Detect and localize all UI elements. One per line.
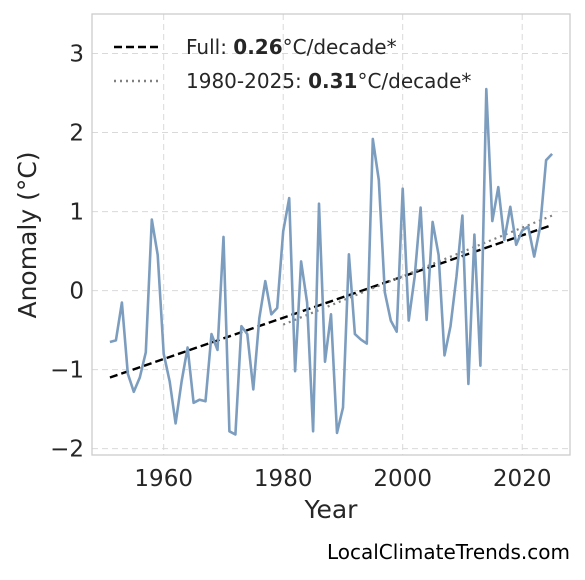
anomaly-series-line	[109, 87, 554, 436]
y-tick-label: −2	[50, 437, 84, 463]
legend-recent-suffix: °C/decade*	[357, 69, 471, 93]
legend-recent-prefix: 1980-2025:	[186, 69, 308, 93]
x-axis-label: Year	[304, 495, 359, 524]
x-tick-label: 1980	[254, 466, 313, 492]
legend: Full: 0.26°C/decade* 1980-2025: 0.31°C/d…	[114, 35, 471, 93]
y-tick-label: 0	[69, 279, 84, 305]
legend-full-suffix: °C/decade*	[283, 35, 397, 59]
y-tick-labels: −2 −1 0 1 2 3	[50, 42, 84, 463]
x-tick-label: 2000	[373, 466, 432, 492]
site-credit: LocalClimateTrends.com	[327, 540, 570, 564]
y-tick-label: 3	[69, 42, 84, 68]
legend-entry-full: Full: 0.26°C/decade*	[186, 35, 397, 59]
y-axis-label: Anomaly (°C)	[13, 151, 42, 318]
x-tick-labels: 1960 1980 2000 2020	[134, 466, 551, 492]
trend-lines	[109, 214, 553, 379]
series-lines	[109, 87, 554, 436]
y-tick-label: 2	[69, 121, 84, 147]
y-tick-label: −1	[50, 358, 84, 384]
x-tick-label: 1960	[134, 466, 193, 492]
legend-entry-recent: 1980-2025: 0.31°C/decade*	[186, 69, 471, 93]
x-tick-label: 2020	[493, 466, 552, 492]
legend-full-prefix: Full:	[186, 35, 233, 59]
plot-frame	[91, 13, 571, 456]
legend-recent-value: 0.31	[308, 69, 357, 93]
y-tick-label: 1	[69, 200, 84, 226]
trend-line-recent	[282, 214, 553, 326]
trend-line-full	[109, 223, 553, 379]
legend-full-value: 0.26	[233, 35, 282, 59]
